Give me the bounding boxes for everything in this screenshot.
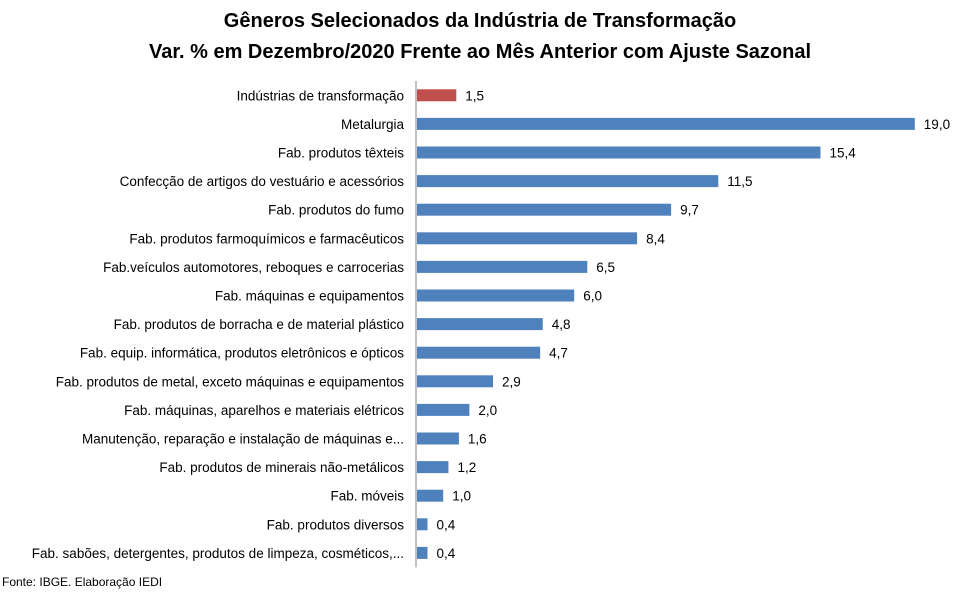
category-label: Fab. móveis [330,489,404,504]
category-label: Fab. máquinas e equipamentos [215,289,404,304]
value-label: 15,4 [829,146,856,161]
category-label: Confecção de artigos do vestuário e aces… [120,174,405,189]
bar [417,146,821,159]
category-label: Fab. produtos têxteis [278,146,404,161]
bar [417,461,449,474]
bar [417,117,915,130]
bar [417,289,575,302]
value-label: 1,2 [457,460,476,475]
category-label: Fab. produtos farmoquímicos e farmacêuti… [129,231,404,246]
bar [417,546,428,559]
bar [417,489,444,502]
value-label: 6,0 [583,289,602,304]
bar [417,375,493,388]
source-note: Fonte: IBGE. Elaboração IEDI [2,575,163,589]
bar [417,403,470,416]
category-label: Fab. máquinas, aparelhos e materiais elé… [124,403,404,418]
category-label: Fab. equip. informática, produtos eletrô… [80,346,404,361]
category-label: Fab. produtos diversos [267,517,405,532]
bar [417,175,719,188]
bar [417,318,543,331]
category-label: Manutenção, reparação e instalação de má… [82,432,404,447]
value-label: 1,0 [452,489,471,504]
chart-subtitle: Var. % em Dezembro/2020 Frente ao Mês An… [148,41,812,63]
category-label: Fab. produtos de minerais não-metálicos [159,460,404,475]
value-label: 2,0 [478,403,497,418]
value-label: 11,5 [727,174,752,189]
value-label: 4,8 [552,317,571,332]
value-label: 6,5 [596,260,615,275]
category-label: Fab. sabões, detergentes, produtos de li… [32,546,404,561]
value-label: 1,5 [465,88,484,103]
category-label: Indústrias de transformação [237,88,404,103]
value-label: 0,4 [436,517,455,532]
category-label: Metalurgia [341,117,405,132]
bar [417,232,638,245]
category-label: Fab. produtos de metal, exceto máquinas … [56,374,404,389]
value-label: 0,4 [436,546,455,561]
bar [417,260,588,273]
category-label: Fab.veículos automotores, reboques e car… [103,260,404,275]
value-label: 2,9 [502,374,521,389]
bar [417,432,459,445]
bar [417,518,428,531]
value-label: 19,0 [924,117,950,132]
value-label: 9,7 [680,203,699,218]
category-label: Fab. produtos de borracha e de material … [114,317,404,332]
bar-highlight [417,89,457,102]
bar [417,203,672,216]
value-label: 1,6 [468,432,487,447]
value-label: 4,7 [549,346,568,361]
bar [417,346,541,359]
category-label: Fab. produtos do fumo [268,203,404,218]
value-label: 8,4 [646,231,665,246]
chart-title: Gêneros Selecionados da Indústria de Tra… [223,10,737,32]
